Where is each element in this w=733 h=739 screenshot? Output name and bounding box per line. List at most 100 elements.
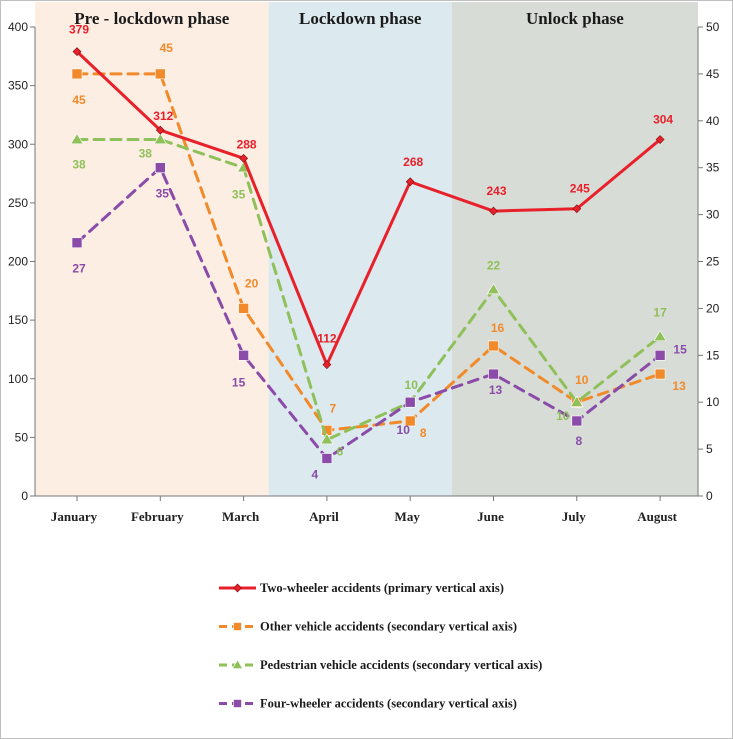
marker-other-february — [155, 68, 166, 80]
data-label-other-january: 45 — [72, 93, 86, 107]
data-label-two-january: 379 — [69, 23, 89, 37]
marker-two-march — [239, 153, 249, 163]
marker-other-june — [488, 340, 499, 352]
data-label-ped-august: 17 — [653, 306, 667, 320]
data-label-other-april: 7 — [330, 401, 337, 415]
series-line-two — [75, 50, 662, 367]
data-label-four-june: 13 — [489, 383, 503, 397]
marker-four-april — [321, 453, 333, 464]
data-label-ped-january: 38 — [72, 158, 86, 172]
legend-label-other: Other vehicle accidents (secondary verti… — [260, 620, 517, 634]
secondary-tick-label: 25 — [706, 255, 720, 269]
legend-marker-ped — [231, 659, 244, 669]
marker-two-may — [405, 177, 415, 187]
phase-band-2 — [451, 2, 698, 496]
primary-tick-label: 200 — [8, 255, 28, 269]
legend-marker-two — [233, 583, 242, 593]
x-tick-label-january: January — [51, 509, 98, 524]
marker-ped-july — [570, 395, 584, 407]
marker-four-july — [571, 415, 583, 427]
phase-label-1: Lockdown phase — [299, 9, 422, 28]
marker-two-april — [322, 360, 332, 370]
secondary-tick-label: 20 — [706, 301, 720, 315]
secondary-tick-label: 15 — [706, 348, 720, 362]
primary-tick-label: 350 — [8, 79, 28, 93]
data-label-other-february: 45 — [160, 41, 174, 55]
data-label-other-june: 16 — [491, 321, 505, 335]
secondary-tick-label: 5 — [706, 442, 713, 456]
legend-label-four: Four-wheeler accidents (secondary vertic… — [260, 697, 517, 711]
marker-four-january — [71, 237, 83, 249]
x-tick-label-june: June — [477, 509, 504, 524]
marker-two-february — [155, 125, 165, 135]
data-label-other-march: 20 — [245, 276, 259, 290]
primary-tick-label: 300 — [8, 137, 28, 151]
secondary-tick-label: 40 — [706, 114, 720, 128]
marker-two-june — [489, 206, 498, 216]
data-label-other-may: 8 — [420, 426, 427, 440]
x-tick-label-may: May — [395, 509, 421, 524]
secondary-tick-label: 45 — [706, 67, 720, 81]
secondary-tick-label: 30 — [706, 208, 720, 222]
data-label-other-july: 10 — [575, 373, 589, 387]
marker-ped-june — [486, 283, 501, 295]
primary-tick-label: 250 — [8, 196, 28, 210]
marker-other-august — [654, 368, 666, 380]
marker-four-august — [654, 349, 666, 361]
legend-marker-four — [233, 699, 242, 708]
data-label-ped-june: 22 — [487, 259, 501, 273]
x-tick-label-august: August — [637, 509, 677, 524]
data-label-four-april: 4 — [312, 467, 319, 481]
data-label-other-august: 13 — [672, 379, 686, 393]
legend-label-two: Two-wheeler accidents (primary vertical … — [260, 581, 504, 595]
data-label-four-august: 15 — [673, 342, 687, 356]
marker-four-march — [238, 349, 249, 361]
secondary-tick-label: 0 — [706, 489, 713, 503]
primary-tick-label: 0 — [21, 489, 28, 503]
x-tick-label-march: March — [222, 509, 260, 524]
marker-other-january — [71, 68, 83, 80]
data-label-four-february: 35 — [156, 187, 170, 201]
secondary-tick-label: 50 — [706, 20, 720, 34]
marker-ped-august — [653, 329, 667, 342]
primary-tick-label: 50 — [15, 430, 29, 444]
data-label-two-july: 245 — [570, 182, 590, 196]
primary-tick-label: 100 — [8, 372, 28, 386]
marker-ped-april — [320, 433, 334, 445]
phase-band-0 — [35, 2, 269, 496]
data-label-two-february: 312 — [153, 109, 173, 123]
primary-tick-label: 400 — [8, 20, 28, 34]
marker-two-august — [655, 135, 665, 144]
marker-four-may — [404, 396, 416, 408]
data-label-four-january: 27 — [72, 262, 86, 276]
primary-tick-label: 150 — [8, 313, 28, 327]
data-label-four-march: 15 — [232, 375, 246, 389]
data-label-four-july: 8 — [575, 434, 582, 448]
secondary-tick-label: 35 — [706, 161, 720, 175]
marker-ped-january — [70, 132, 84, 145]
data-label-ped-may: 10 — [405, 378, 419, 392]
marker-four-june — [488, 368, 499, 380]
phase-band-1 — [268, 2, 452, 496]
data-label-two-june: 243 — [486, 184, 506, 198]
phase-label-2: Unlock phase — [526, 9, 624, 28]
marker-other-march — [238, 303, 249, 314]
x-tick-label-february: February — [131, 509, 184, 524]
series-line-other — [75, 72, 662, 432]
data-label-two-may: 268 — [403, 155, 423, 169]
data-label-two-march: 288 — [237, 137, 257, 151]
data-label-ped-february: 38 — [139, 147, 153, 161]
series-line-ped — [75, 138, 662, 442]
x-tick-label-july: July — [562, 509, 586, 524]
legend-label-ped: Pedestrian vehicle accidents (secondary … — [260, 658, 542, 672]
data-label-two-april: 112 — [317, 332, 337, 346]
marker-two-january — [72, 47, 82, 57]
marker-four-february — [155, 162, 166, 173]
marker-two-july — [572, 204, 582, 214]
legend-marker-other — [233, 622, 242, 631]
secondary-tick-label: 10 — [706, 395, 720, 409]
x-tick-label-april: April — [309, 509, 339, 524]
data-label-four-may: 10 — [397, 423, 411, 437]
series-line-four — [75, 166, 662, 460]
